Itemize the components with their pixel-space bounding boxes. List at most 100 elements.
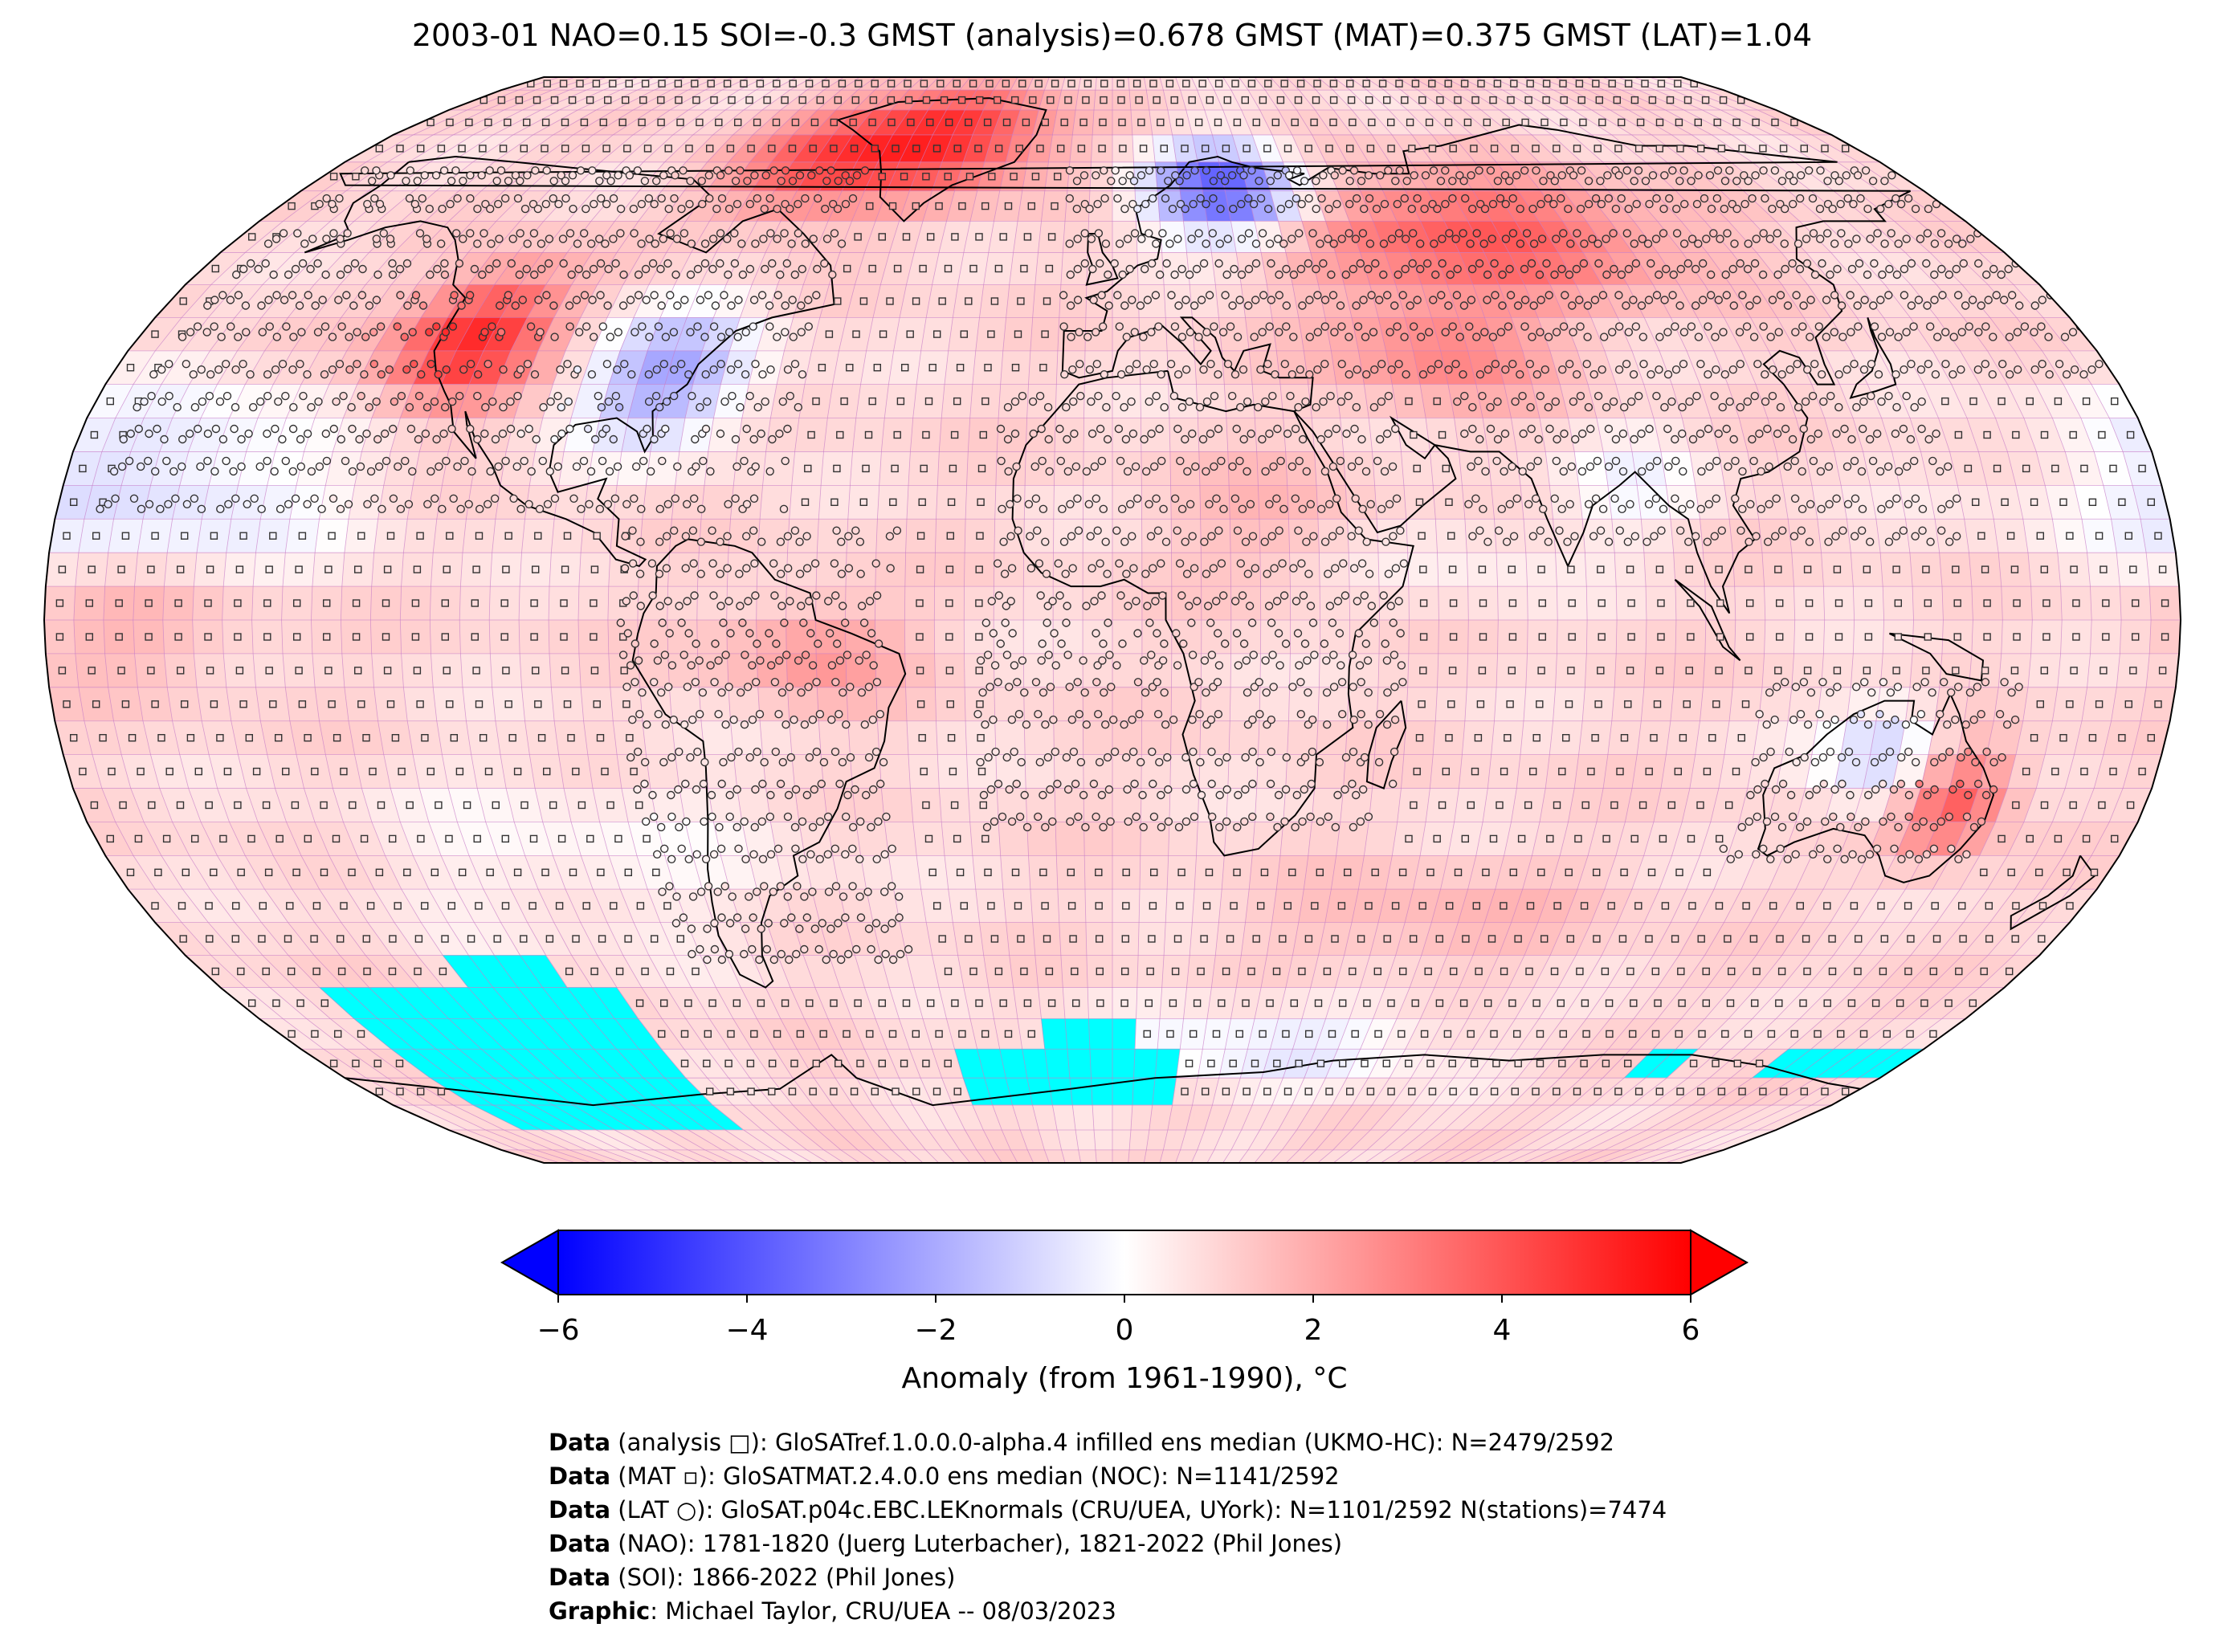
- station-marker: [1759, 322, 1768, 331]
- analysis-marker: [944, 264, 953, 273]
- analysis-marker: [1510, 80, 1518, 88]
- analysis-marker: [920, 464, 928, 473]
- station-marker: [1520, 322, 1529, 331]
- station-marker: [1567, 462, 1577, 471]
- station-marker: [226, 296, 235, 304]
- station-marker: [606, 177, 615, 186]
- analysis-marker: [1428, 80, 1436, 88]
- station-marker: [777, 177, 786, 186]
- analysis-marker: [1041, 118, 1050, 127]
- station-marker: [295, 301, 304, 310]
- station-marker: [786, 391, 794, 401]
- station-marker: [2055, 360, 2064, 369]
- station-marker: [580, 229, 589, 238]
- station-marker: [1705, 462, 1714, 471]
- station-marker: [1559, 322, 1569, 331]
- station-marker: [1902, 235, 1911, 243]
- station-marker: [157, 397, 166, 406]
- station-marker: [1073, 296, 1083, 304]
- station-marker: [1922, 259, 1931, 268]
- station-marker: [1626, 397, 1636, 406]
- station-marker: [1214, 370, 1222, 379]
- station-marker: [1345, 177, 1354, 186]
- station-marker: [1599, 332, 1609, 341]
- station-marker: [1877, 332, 1887, 341]
- station-marker: [1319, 259, 1328, 268]
- station-marker: [1206, 360, 1215, 369]
- station-marker: [549, 177, 558, 186]
- station-marker: [1694, 239, 1703, 248]
- station-marker: [1287, 370, 1297, 379]
- station-marker: [1675, 301, 1684, 310]
- station-marker: [394, 462, 402, 471]
- station-marker: [321, 270, 330, 279]
- station-marker: [546, 397, 555, 406]
- analysis-marker: [843, 264, 851, 273]
- analysis-marker: [1502, 118, 1510, 127]
- station-marker: [1235, 296, 1244, 304]
- station-marker: [652, 365, 661, 374]
- station-marker: [1884, 291, 1893, 300]
- station-marker: [582, 270, 591, 279]
- station-marker: [1806, 434, 1816, 444]
- station-marker: [1448, 194, 1457, 203]
- grid-cell: [1154, 1048, 1181, 1079]
- station-marker: [1408, 229, 1418, 238]
- station-marker: [1557, 365, 1567, 374]
- station-marker: [480, 328, 489, 337]
- station-marker: [696, 402, 704, 412]
- station-marker: [644, 194, 654, 203]
- analysis-marker: [715, 118, 723, 127]
- station-marker: [1275, 270, 1283, 279]
- station-marker: [650, 291, 659, 300]
- station-marker: [749, 296, 759, 304]
- station-marker: [711, 301, 720, 310]
- station-marker: [1194, 229, 1203, 238]
- station-marker: [1313, 291, 1322, 300]
- station-marker: [395, 264, 405, 274]
- station-marker: [1170, 322, 1180, 331]
- station-marker: [336, 235, 345, 243]
- station-marker: [1073, 235, 1082, 243]
- grid-cell: [1093, 1129, 1113, 1151]
- station-marker: [655, 402, 664, 412]
- analysis-marker: [1366, 145, 1375, 153]
- station-marker: [160, 434, 169, 444]
- station-marker: [1102, 402, 1111, 412]
- analysis-marker: [643, 145, 652, 153]
- station-marker: [1679, 328, 1689, 337]
- station-marker: [814, 194, 822, 203]
- station-marker: [1582, 360, 1591, 369]
- analysis-marker: [1291, 118, 1299, 127]
- station-marker: [1944, 239, 1953, 248]
- station-marker: [1692, 199, 1702, 209]
- station-marker: [1371, 259, 1380, 268]
- station-marker: [1190, 301, 1199, 310]
- station-marker: [1837, 301, 1847, 310]
- grid-cell: [1368, 788, 1402, 822]
- station-marker: [275, 504, 285, 513]
- analysis-marker: [1241, 96, 1250, 104]
- station-marker: [1652, 391, 1661, 401]
- station-marker: [1796, 171, 1806, 180]
- station-marker: [753, 194, 761, 203]
- station-marker: [1536, 199, 1545, 209]
- station-marker: [1441, 328, 1450, 337]
- analysis-marker: [1841, 145, 1850, 153]
- station-marker: [1622, 229, 1632, 238]
- station-marker: [329, 229, 338, 238]
- analysis-marker: [1064, 96, 1072, 104]
- analysis-marker: [896, 397, 905, 406]
- station-marker: [740, 456, 749, 466]
- station-marker: [798, 370, 807, 379]
- analysis-marker: [987, 330, 995, 338]
- station-marker: [761, 397, 769, 406]
- station-marker: [1900, 264, 1909, 274]
- station-marker: [751, 239, 760, 248]
- station-marker: [1512, 171, 1521, 180]
- station-marker: [1202, 199, 1210, 209]
- station-marker: [1085, 365, 1095, 374]
- station-marker: [1429, 166, 1438, 175]
- station-marker: [363, 500, 372, 508]
- station-marker: [486, 467, 495, 476]
